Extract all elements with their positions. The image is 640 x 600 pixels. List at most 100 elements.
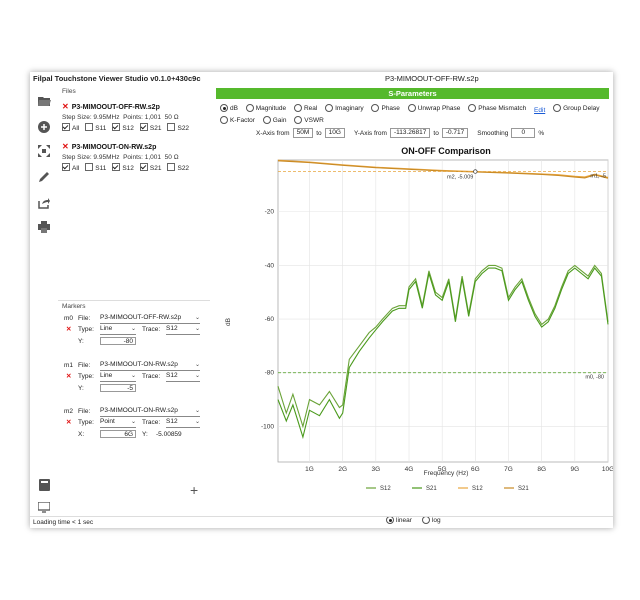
export-icon[interactable] — [37, 196, 51, 210]
chevron-down-icon: ⌄ — [194, 419, 200, 425]
toolbar — [30, 86, 57, 514]
file-name: P3-MIMOOUT-OFF-RW.s2p — [71, 104, 160, 111]
x-tick-label: 7G — [504, 466, 513, 473]
x-tick-label: 9G — [570, 466, 579, 473]
checkbox-all[interactable]: All — [62, 163, 79, 172]
radio-db[interactable]: dB — [220, 104, 238, 112]
axis-controls: X-Axis from 50M to 10G Y-Axis from -113.… — [256, 128, 544, 138]
add-marker-button[interactable]: + — [190, 482, 199, 498]
remove-marker-icon[interactable]: ✕ — [66, 419, 72, 426]
marker-trace-label: Trace: — [142, 419, 161, 426]
y-tick-label: -40 — [265, 262, 275, 269]
x-tick-label: 3G — [372, 466, 381, 473]
remove-file-icon[interactable]: ✕ — [62, 142, 69, 151]
edit-link[interactable]: Edit — [534, 107, 546, 114]
loading-time: Loading time < 1 sec — [33, 519, 94, 526]
checkbox-all[interactable]: All — [62, 123, 79, 132]
marker-id: m2 — [64, 408, 74, 415]
marker-trace-select[interactable]: S12 ⌄ — [166, 325, 200, 335]
radio-phase-mismatch[interactable]: Phase Mismatch — [468, 104, 526, 112]
y-to-input[interactable]: -0.717 — [441, 128, 469, 138]
remove-marker-icon[interactable]: ✕ — [66, 373, 72, 380]
y-tick-label: -60 — [265, 316, 275, 323]
smoothing-label: Smoothing — [477, 129, 509, 137]
marker-file-select[interactable]: P3-MIMOOUT-ON-RW.s2p ⌄ — [100, 361, 200, 371]
marker-y-input[interactable]: -80 — [100, 337, 136, 345]
radio-imaginary[interactable]: Imaginary — [325, 104, 364, 112]
checkbox-s12[interactable]: S12 — [112, 123, 134, 132]
marker-label-m2: m2, -5.009 — [447, 175, 473, 181]
checkbox-s12[interactable]: S12 — [112, 163, 134, 172]
legend-entry: S12 — [472, 486, 483, 492]
chart-title: ON-OFF Comparison — [401, 146, 491, 156]
radio-magnitude[interactable]: Magnitude — [245, 104, 286, 112]
marker-type-select[interactable]: Line ⌄ — [100, 372, 136, 382]
chart-grid: 1G 2G 3G 4G 5G 6G 7G 8G 9G 10G -20 -40 -60 -80 -100 — [261, 159, 613, 473]
fit-view-icon[interactable] — [37, 144, 51, 158]
file-title: P3-MIMOOUT-OFF-RW.s2p — [385, 74, 479, 83]
radio-real[interactable]: Real — [293, 104, 317, 112]
file-entry-on: ✕ P3-MIMOOUT-ON-RW.s2p Step Size: 9.95MHz… — [62, 142, 189, 172]
marker-label-m1: m1, -5 — [590, 173, 606, 179]
x-tick-label: 6G — [471, 466, 480, 473]
y-tick-label: -100 — [261, 423, 274, 430]
remove-file-icon[interactable]: ✕ — [62, 102, 69, 111]
checkbox-s22[interactable]: S22 — [167, 163, 189, 172]
radio-vswr[interactable]: VSWR — [294, 116, 324, 124]
plot-area — [277, 159, 609, 463]
marker-type-select[interactable]: Line ⌄ — [100, 325, 136, 335]
app-title: Filpal Touchstone Viewer Studio v0.1.0+4… — [33, 74, 201, 83]
marker-type-select[interactable]: Point ⌄ — [100, 418, 136, 428]
radio-gain[interactable]: Gain — [262, 116, 286, 124]
marker-x-label: X: — [78, 431, 85, 438]
y-from-input[interactable]: -113.26817 — [389, 128, 431, 138]
file-entry-off: ✕ P3-MIMOOUT-OFF-RW.s2p Step Size: 9.95MH… — [62, 102, 189, 132]
marker-y-readout: -5.00859 — [156, 431, 182, 438]
folder-open-icon[interactable] — [37, 94, 51, 108]
file-checkboxes: All S11 S12 S21 S22 — [62, 163, 189, 172]
file-info: Step Size: 9.95MHz Points: 1,001 50 Ω — [62, 154, 179, 161]
monitor-icon[interactable] — [37, 500, 51, 514]
print-icon[interactable] — [37, 220, 51, 234]
checkbox-s11[interactable]: S11 — [85, 123, 106, 132]
marker-point-m2 — [473, 169, 478, 174]
x-tick-label: 8G — [537, 466, 546, 473]
checkbox-s11[interactable]: S11 — [85, 163, 106, 172]
chart-legend: S12 S21 S12 S21 — [366, 486, 529, 492]
x-from-input[interactable]: 50M — [292, 128, 314, 138]
chevron-down-icon: ⌄ — [130, 326, 136, 332]
smoothing-input[interactable]: 0 — [511, 128, 536, 138]
marker-file-select[interactable]: P3-MIMOOUT-ON-RW.s2p ⌄ — [100, 407, 200, 417]
checkbox-s21[interactable]: S21 — [139, 123, 161, 132]
radio-group-delay[interactable]: Group Delay — [553, 104, 600, 112]
marker-file-label: File: — [78, 315, 91, 322]
radio-unwrap-phase[interactable]: Unwrap Phase — [407, 104, 460, 112]
marker-y-input[interactable]: -5 — [100, 384, 136, 392]
marker-file-label: File: — [78, 408, 91, 415]
add-circle-icon[interactable] — [37, 120, 51, 134]
x-axis-label: Frequency (Hz) — [424, 470, 469, 477]
percent-label: % — [538, 129, 545, 137]
checkbox-s22[interactable]: S22 — [167, 123, 189, 132]
remove-marker-icon[interactable]: ✕ — [66, 326, 72, 333]
marker-trace-select[interactable]: S12 ⌄ — [166, 418, 200, 428]
marker-file-select[interactable]: P3-MIMOOUT-OFF-RW.s2p ⌄ — [100, 314, 200, 324]
radio-k-factor[interactable]: K-Factor — [220, 116, 255, 124]
title-bar: Filpal Touchstone Viewer Studio v0.1.0+4… — [30, 72, 613, 84]
x-tick-label: 2G — [338, 466, 347, 473]
radio-phase[interactable]: Phase — [371, 104, 400, 112]
marker-label-m0: m0, -80 — [585, 375, 604, 381]
marker-x-input[interactable]: 6G — [100, 430, 136, 438]
chevron-down-icon: ⌄ — [130, 373, 136, 379]
to-label: to — [433, 129, 439, 137]
yaxis-label: Y-Axis from — [353, 129, 387, 137]
book-icon[interactable] — [37, 478, 51, 492]
x-to-input[interactable]: 10G — [324, 128, 345, 138]
legend-entry: S21 — [518, 486, 529, 492]
chevron-down-icon: ⌄ — [194, 362, 200, 368]
marker-trace-select[interactable]: S12 ⌄ — [166, 372, 200, 382]
y-axis-label: dB — [225, 318, 232, 326]
checkbox-s21[interactable]: S21 — [139, 163, 161, 172]
pen-icon[interactable] — [37, 170, 51, 184]
files-panel: Files ✕ P3-MIMOOUT-OFF-RW.s2p Step Size: … — [58, 86, 210, 296]
